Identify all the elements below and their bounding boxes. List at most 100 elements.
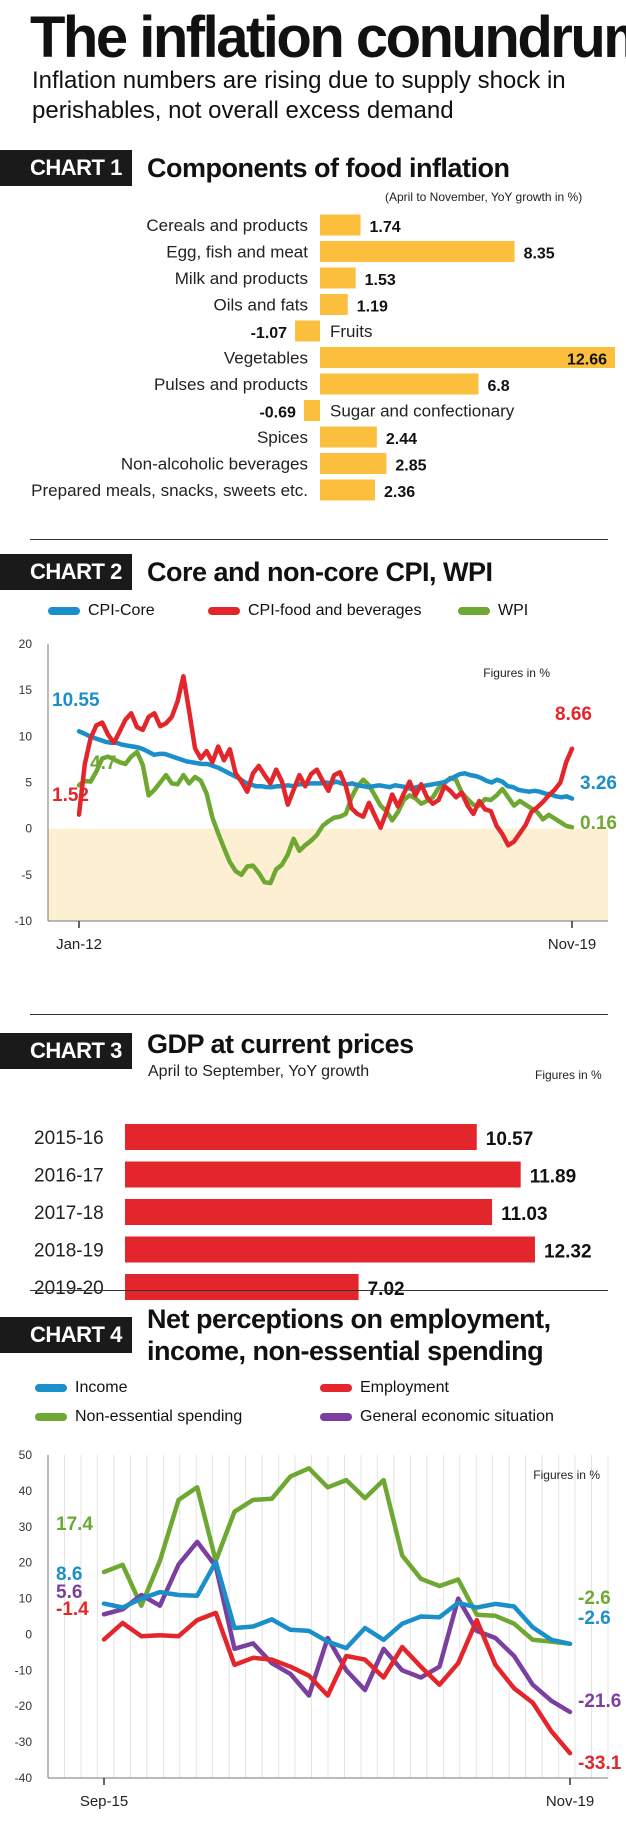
legend-swatch (48, 607, 80, 615)
chart4-title: Net perceptions on employment, (147, 1304, 551, 1334)
chart4-y-tick-label: 0 (25, 1627, 32, 1641)
chart1-bar-non-alcoholic-beverages (320, 453, 387, 474)
chart4-y-tick-label: -40 (15, 1771, 33, 1785)
chart4-end-label-income: -2.6 (578, 1608, 611, 1629)
chart3-value-label: 7.02 (368, 1279, 405, 1300)
chart1-value-label: 1.53 (365, 272, 396, 289)
chart2-y-tick-label: 10 (19, 729, 33, 743)
legend-swatch (35, 1384, 67, 1392)
chart2-y-tick-label: -5 (21, 868, 32, 882)
chart4-badge: CHART 4 (0, 1317, 132, 1353)
chart3-note: Figures in % (535, 1068, 602, 1082)
chart2-start-label-wpi: 4.7 (90, 753, 116, 774)
chart3-category-label: 2015-16 (34, 1128, 104, 1149)
chart1-bar-fruits (295, 320, 320, 342)
chart4-start-label-income: 8.6 (56, 1564, 82, 1585)
chart1-category-label: Non-alcoholic beverages (121, 455, 308, 474)
chart2-y-tick-label: 15 (19, 683, 33, 697)
legend-swatch (320, 1384, 352, 1392)
chart4-y-tick-label: -30 (15, 1735, 33, 1749)
chart1-title: Components of food inflation (147, 153, 510, 183)
chart3-bar-2018-19 (125, 1236, 535, 1263)
chart1-value-label: 1.74 (370, 219, 401, 236)
chart1-value-label: 2.36 (384, 484, 415, 501)
chart2-figures-note: Figures in % (483, 666, 550, 680)
legend-item-non-essential-spending: Non-essential spending (35, 1408, 242, 1426)
page-title: The inflation conundrum (30, 5, 626, 70)
chart4-title-line2: income, non-essential spending (147, 1336, 544, 1366)
chart1-value-label: 1.19 (357, 299, 388, 316)
chart3-value-label: 11.89 (530, 1167, 577, 1188)
chart1-bar-pulses-and-products (320, 373, 479, 395)
chart2-section: CHART 2 Core and non-core CPI, WPI CPI-C… (0, 554, 626, 1004)
chart2-start-label-cpi-food-and-beverages: 1.52 (52, 785, 89, 806)
chart4-end-label-non-essential-spending: -2.6 (578, 1588, 611, 1609)
chart4-end-label-employment: -33.1 (578, 1753, 622, 1774)
chart4-y-tick-label: 20 (19, 1556, 33, 1570)
divider-2 (30, 1014, 608, 1015)
chart1-note: (April to November, YoY growth in %) (385, 190, 583, 204)
chart4-x-label-start: Sep-15 (80, 1793, 128, 1810)
chart1-value-label: -1.07 (251, 325, 288, 342)
chart1-category-label: Oils and fats (214, 296, 309, 315)
page-subtitle: Inflation numbers are rising due to supp… (32, 67, 566, 124)
legend-label: Employment (360, 1379, 449, 1396)
legend-item-wpi: WPI (458, 602, 528, 620)
chart3-bar-2019-20 (125, 1274, 359, 1300)
chart4-svg: 50 40 30 20 10 0 -10 -20 -30 -40 Sep-15 Nov-19 Figur… (15, 1448, 622, 1810)
chart2-line-wpi (76, 749, 575, 886)
chart2-line-cpi-food-and-beverages (76, 674, 575, 848)
divider-1 (30, 539, 608, 540)
chart4-end-label-general-economic-situation: -21.6 (578, 1691, 621, 1712)
chart1-category-label: Vegetables (224, 349, 308, 368)
chart1-bar-oils-and-fats (320, 294, 348, 315)
chart2-end-label-wpi: 0.16 (580, 813, 617, 834)
chart1-section: CHART 1 Components of food inflation (Ap… (0, 150, 626, 520)
legend-item-cpi-food-and-beverages: CPI-food and beverages (208, 602, 421, 620)
chart3-category-label: 2017-18 (34, 1203, 104, 1224)
chart1-bar-spices (320, 426, 377, 448)
chart4-y-tick-label: -10 (15, 1663, 33, 1677)
chart1-value-label: -0.69 (259, 405, 296, 422)
chart2-end-label-cpi-core: 3.26 (580, 773, 617, 794)
chart4-y-tick-label: 10 (19, 1592, 33, 1606)
chart3-section: CHART 3 GDP at current prices April to S… (0, 1029, 626, 1300)
chart3-subtitle: April to September, YoY growth (148, 1063, 370, 1080)
chart2-title: Core and non-core CPI, WPI (147, 557, 493, 587)
chart3-value-label: 12.32 (544, 1242, 592, 1263)
chart4-figures-note: Figures in % (533, 1468, 600, 1482)
legend-swatch (320, 1413, 352, 1421)
divider-3 (30, 1290, 608, 1291)
chart4-start-label-general-economic-situation: 5.6 (56, 1582, 82, 1603)
legend-label: CPI-Core (88, 602, 155, 619)
chart4-start-label-employment: -1.4 (56, 1599, 89, 1620)
legend-item-general-economic-situation: General economic situation (320, 1408, 554, 1426)
chart3-badge: CHART 3 (0, 1033, 132, 1069)
chart2-y-tick-label: 0 (25, 822, 32, 836)
chart2-x-label-start: Jan-12 (56, 936, 102, 953)
chart4-line-non-essential-spending (101, 1466, 573, 1647)
chart4-line-general-economic-situation (101, 1539, 573, 1715)
chart1-svg: Cereals and products 1.74 Egg, fish and me… (31, 214, 615, 501)
chart1-bar-vegetables (320, 347, 615, 368)
chart2-y-tick-label: 5 (25, 776, 32, 790)
chart4-y-tick-label: 40 (19, 1484, 33, 1498)
chart1-category-label: Pulses and products (154, 375, 308, 394)
chart3-bar-2017-18 (125, 1199, 493, 1225)
chart2-y-tick-label: -10 (15, 914, 33, 928)
chart1-bar-milk-and-products (320, 267, 356, 289)
chart3-svg: 2015-16 10.57 2016-17 11.89 2017-18 11.03 2018… (34, 1124, 592, 1300)
chart2-start-label-cpi-core: 10.55 (52, 690, 100, 711)
legend-label: WPI (498, 602, 529, 619)
chart3-bar-2016-17 (125, 1161, 521, 1188)
legend-label: General economic situation (360, 1408, 554, 1425)
chart2-y-tick-label: 20 (19, 637, 33, 651)
chart1-category-label: Spices (257, 428, 308, 447)
chart1-category-label: Fruits (330, 322, 373, 341)
chart4-x-label-end: Nov-19 (546, 1793, 594, 1810)
chart3-bar-2015-16 (125, 1124, 477, 1150)
chart1-value-label: 2.44 (386, 431, 417, 448)
chart2-legend: CPI-Core CPI-food and beverages WPI (0, 602, 626, 624)
legend-item-cpi-core: CPI-Core (48, 602, 155, 620)
chart4-line-employment (101, 1610, 573, 1756)
